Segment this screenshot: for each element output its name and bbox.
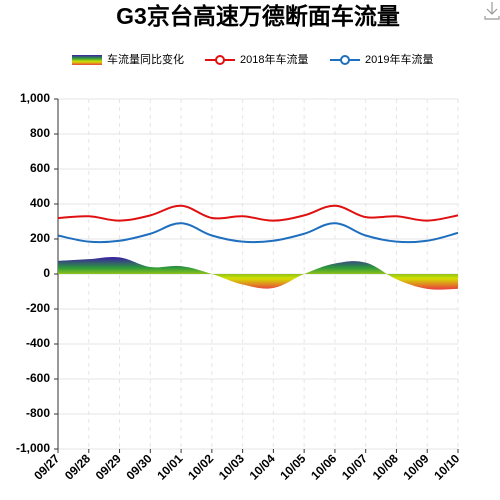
- download-glyph: [484, 2, 500, 20]
- x-tick-label: 10/02: [185, 451, 216, 482]
- x-tick-label: 10/03: [216, 451, 247, 482]
- legend-label: 2018年车流量: [240, 52, 308, 66]
- y-tick-label: 400: [30, 196, 50, 210]
- area: [58, 256, 458, 290]
- x-tick-label: 10/10: [431, 451, 462, 482]
- line: [57, 222, 459, 244]
- y-tick-label: 800: [30, 126, 50, 140]
- x-tick-label: 09/28: [62, 451, 93, 482]
- download-icon[interactable]: [484, 2, 500, 20]
- y-tick-label: -200: [26, 301, 50, 315]
- legend-label: 2019年车流量: [365, 52, 433, 66]
- y-tick-label: 600: [30, 161, 50, 175]
- line: [57, 204, 459, 222]
- y-tick-label: -400: [26, 336, 50, 350]
- x-tick-label: 09/30: [124, 451, 155, 482]
- y-tick-label: 200: [30, 231, 50, 245]
- x-tick-label: 10/06: [308, 451, 339, 482]
- y-tick-label: -600: [26, 371, 50, 385]
- legend-swatch: [72, 55, 102, 65]
- x-tick-label: 10/01: [154, 451, 185, 482]
- y-tick-label: 1,000: [20, 91, 50, 105]
- legend-label: 车流量同比变化: [107, 52, 184, 66]
- x-tick-label: 10/05: [277, 451, 308, 482]
- legend-marker: [340, 55, 350, 65]
- y-tick-label: -1,000: [16, 441, 50, 455]
- y-tick-label: -800: [26, 406, 50, 420]
- x-tick-label: 10/09: [400, 451, 431, 482]
- x-tick-label: 09/29: [93, 451, 124, 482]
- x-tick-label: 10/08: [370, 451, 401, 482]
- x-tick-label: 09/27: [31, 451, 62, 482]
- y-tick-label: 0: [43, 266, 50, 280]
- chart-title: G3京台高速万德断面车流量: [116, 3, 400, 29]
- legend-marker: [215, 55, 225, 65]
- x-tick-label: 10/07: [339, 451, 370, 482]
- x-tick-label: 10/04: [247, 451, 278, 482]
